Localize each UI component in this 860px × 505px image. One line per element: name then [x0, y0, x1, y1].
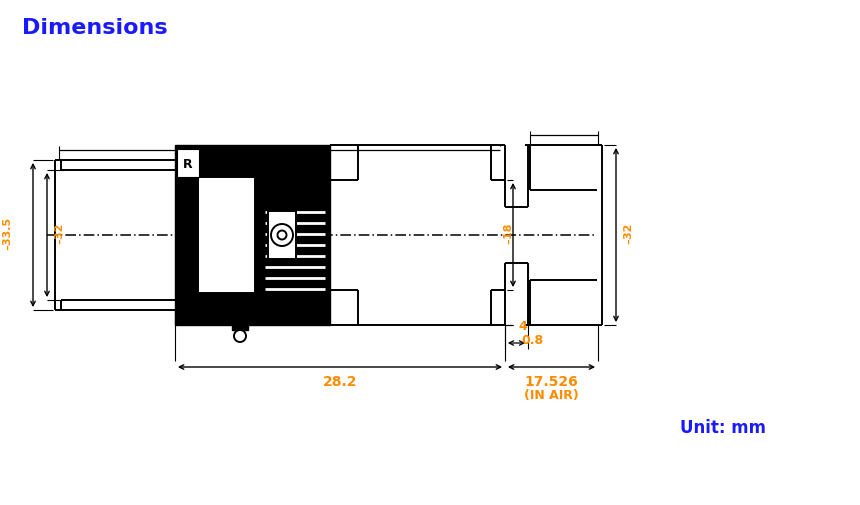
Bar — [262, 176, 328, 295]
Text: Unit: mm: Unit: mm — [680, 418, 766, 436]
Text: ̵18: ̵18 — [509, 228, 519, 243]
Text: 17.526: 17.526 — [525, 374, 579, 388]
Text: Dimensions: Dimensions — [22, 18, 168, 38]
Bar — [268, 212, 296, 260]
Bar — [177, 149, 199, 178]
Text: ̵32: ̵32 — [629, 228, 639, 243]
Text: 0.8: 0.8 — [521, 333, 544, 346]
Text: ̵33.5: ̵33.5 — [8, 222, 18, 249]
Circle shape — [234, 330, 246, 342]
Text: ✛: ✛ — [239, 148, 254, 167]
Text: ̵32: ̵32 — [60, 228, 70, 243]
Bar — [232, 323, 248, 330]
Text: 28.2: 28.2 — [322, 374, 357, 388]
Text: (IN AIR): (IN AIR) — [524, 388, 579, 400]
Text: R: R — [183, 157, 193, 170]
Text: 4: 4 — [519, 319, 527, 332]
Bar — [175, 146, 330, 325]
Bar — [198, 178, 255, 293]
